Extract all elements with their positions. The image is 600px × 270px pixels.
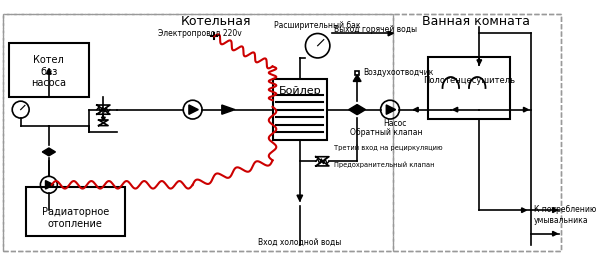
Text: К потреблению
умывальника: К потреблению умывальника [534,205,596,225]
Polygon shape [553,231,557,236]
Text: Выход горячей воды: Выход горячей воды [334,25,416,34]
Text: Вход холодной воды: Вход холодной воды [258,238,341,247]
Polygon shape [477,60,482,65]
Bar [26,187,125,235]
Text: Электропровод 220v: Электропровод 220v [158,29,242,38]
Bar [428,58,511,119]
Polygon shape [413,107,418,112]
Text: Обратный клапан: Обратный клапан [350,129,422,137]
Polygon shape [349,104,357,115]
Polygon shape [49,148,55,156]
Bar [355,71,359,75]
Polygon shape [353,75,361,82]
Polygon shape [101,117,105,121]
Polygon shape [521,208,526,212]
Polygon shape [388,31,393,36]
Bar [272,79,327,140]
Text: Расширительный бак: Расширительный бак [274,21,361,30]
Polygon shape [553,208,557,212]
Text: Третий вход на рециркуляцию: Третий вход на рециркуляцию [334,144,442,151]
Polygon shape [357,104,365,115]
Text: Насос: Насос [383,119,407,128]
Polygon shape [523,107,528,112]
Polygon shape [453,107,458,112]
Polygon shape [47,69,51,74]
Text: Радиаторное
отопление: Радиаторное отопление [41,207,109,229]
Polygon shape [46,181,54,189]
Text: Бойлер: Бойлер [278,86,321,96]
Polygon shape [42,148,49,156]
Text: Ванная комната: Ванная комната [422,15,530,28]
Bar [10,43,89,97]
Text: Котельная: Котельная [181,15,251,28]
Polygon shape [386,105,395,114]
Text: Предохранительный клапан: Предохранительный клапан [334,161,434,168]
Text: Котел
без
насоса: Котел без насоса [31,55,67,88]
Text: Полотенцесушитель: Полотенцесушитель [423,76,515,85]
Text: Воздухоотводчик: Воздухоотводчик [363,68,433,76]
Polygon shape [297,195,302,201]
Polygon shape [189,105,199,114]
Polygon shape [222,105,235,114]
